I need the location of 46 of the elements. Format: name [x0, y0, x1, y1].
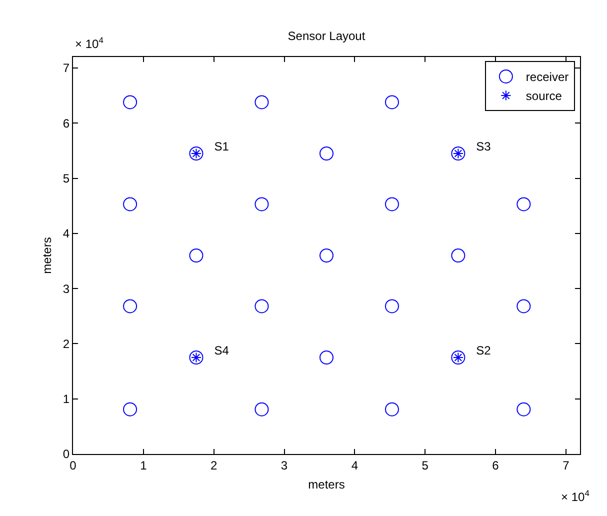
text: × 10$^{4}$: [75, 35, 104, 52]
y-tick-label: 6: [62, 116, 70, 130]
data-label: S4: [196, 344, 230, 358]
x-axis-title: meters: [308, 477, 345, 492]
x-tick-label: 5: [422, 458, 429, 472]
x-tick-label: 4: [351, 458, 358, 472]
x-tick-label: 7: [562, 458, 570, 472]
x-tick-label: 3: [280, 458, 288, 472]
point: [320, 248, 334, 262]
y-tick-label: 4: [62, 226, 70, 241]
point: [123, 402, 138, 416]
point: [384, 402, 399, 416]
legend-label: receiver: [526, 70, 569, 84]
point: [384, 95, 399, 110]
point: [516, 197, 531, 212]
point: [254, 95, 269, 110]
y-tick-label: 0: [62, 447, 70, 462]
legend-label: source: [526, 89, 562, 104]
x-tick-label: 1: [140, 458, 148, 472]
y-axis-title: meters: [40, 237, 54, 274]
x-tick-label: 2: [210, 458, 218, 472]
y-tick-label: 2: [62, 336, 70, 351]
point: [123, 95, 138, 110]
x-tick-label: 6: [492, 458, 500, 472]
point: [451, 248, 466, 262]
point: [254, 402, 269, 416]
point: [384, 197, 399, 212]
y-tick-label: 3: [62, 282, 70, 296]
point: [384, 299, 399, 314]
point: [516, 299, 531, 314]
point: [320, 146, 334, 160]
data-label: S1: [196, 139, 230, 154]
point: [516, 402, 531, 416]
y-tick-label: 5: [62, 172, 70, 186]
text: × 10$^{4}$: [561, 488, 590, 504]
point: [254, 299, 269, 314]
data-label: S3: [458, 139, 492, 154]
y-tick-label: 1: [62, 392, 70, 406]
y-tick-label: 7: [62, 61, 70, 76]
point: [189, 248, 204, 262]
point: [320, 350, 334, 365]
point: [254, 197, 269, 212]
chart-title: Sensor Layout: [288, 29, 366, 43]
point: [123, 299, 138, 314]
data-label: S2: [458, 344, 492, 358]
point: [123, 197, 138, 212]
